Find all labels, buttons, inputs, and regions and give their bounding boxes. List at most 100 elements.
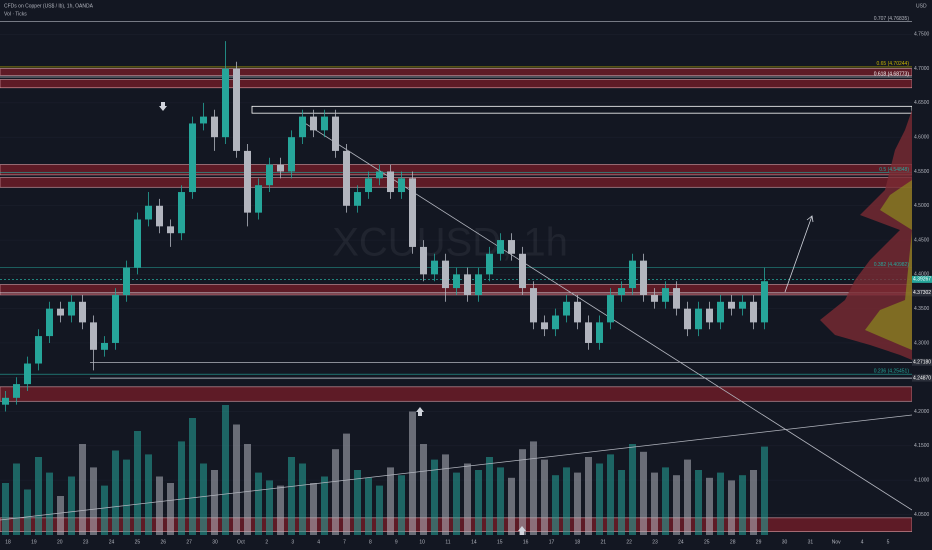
x-tick-label: Nov bbox=[832, 539, 841, 545]
volume-bar bbox=[695, 470, 702, 535]
volume-bar bbox=[167, 483, 174, 535]
candle-body bbox=[134, 219, 141, 268]
x-tick-label: 15 bbox=[497, 539, 503, 545]
candle-body bbox=[629, 260, 636, 289]
price-axis bbox=[912, 0, 932, 550]
fib-label: 0.382 (4.40982) bbox=[874, 262, 910, 268]
candle-body bbox=[618, 288, 625, 295]
y-tick-label: 4.1500 bbox=[914, 443, 930, 449]
volume-bar bbox=[673, 475, 680, 535]
x-tick-label: 10 bbox=[419, 539, 425, 545]
volume-bar bbox=[233, 424, 240, 535]
candle-body bbox=[35, 336, 42, 364]
volume-bar bbox=[156, 476, 163, 535]
volume-bar bbox=[79, 444, 86, 535]
projection-arrow bbox=[784, 215, 813, 293]
volume-bar bbox=[717, 472, 724, 535]
volume-bar bbox=[475, 470, 482, 535]
x-tick-label: 30 bbox=[212, 539, 218, 545]
candle-body bbox=[310, 116, 317, 131]
volume-bar bbox=[134, 431, 141, 535]
up-arrow bbox=[518, 526, 526, 535]
candle-body bbox=[453, 274, 460, 289]
candle-body bbox=[189, 123, 196, 193]
volume-bar bbox=[332, 449, 339, 535]
price-label-box bbox=[912, 374, 932, 382]
x-tick-label: 28 bbox=[730, 539, 736, 545]
x-tick-label: 9 bbox=[395, 539, 398, 545]
candle-body bbox=[761, 281, 768, 323]
volume-bar bbox=[684, 459, 691, 535]
volume-bar bbox=[761, 446, 768, 535]
candle-body bbox=[607, 294, 614, 323]
y-tick-label: 4.3500 bbox=[914, 306, 930, 312]
volume-bar bbox=[629, 444, 636, 535]
volume-bar bbox=[46, 472, 53, 535]
candle-body bbox=[2, 397, 9, 405]
candle-body bbox=[640, 260, 647, 295]
candle-body bbox=[68, 301, 75, 316]
volume-bar bbox=[288, 457, 295, 535]
currency: USD bbox=[916, 3, 927, 9]
y-tick-label: 4.7000 bbox=[914, 66, 930, 72]
candle-body bbox=[563, 301, 570, 316]
candle-body bbox=[112, 294, 119, 343]
volume-bar bbox=[57, 496, 64, 535]
candle-body bbox=[420, 246, 427, 275]
volume-bar bbox=[585, 457, 592, 535]
x-tick-label: 2 bbox=[265, 539, 268, 545]
x-tick-label: 14 bbox=[471, 539, 477, 545]
candle-body bbox=[497, 240, 504, 254]
volume-bar bbox=[255, 472, 262, 535]
volume-bar bbox=[464, 463, 471, 535]
volume-bar bbox=[442, 454, 449, 535]
zone bbox=[0, 68, 913, 76]
x-tick-label: 29 bbox=[756, 539, 762, 545]
candle-body bbox=[706, 308, 713, 323]
candle-body bbox=[486, 253, 493, 275]
volume-bar bbox=[211, 470, 218, 535]
fib-label: 0.618 (4.68773) bbox=[874, 71, 910, 77]
volume-bar bbox=[24, 489, 31, 535]
volume-bar bbox=[277, 485, 284, 535]
x-tick-label: 3 bbox=[291, 539, 294, 545]
volume-bar bbox=[420, 444, 427, 535]
candle-body bbox=[266, 164, 273, 186]
down-arrow bbox=[159, 102, 167, 111]
volume-bar bbox=[651, 472, 658, 535]
volume-bar bbox=[222, 405, 229, 535]
zone bbox=[0, 177, 913, 188]
candle-body bbox=[365, 178, 372, 193]
labels: 4.05004.10004.15004.20004.25004.30004.35… bbox=[5, 16, 932, 545]
candle-body bbox=[178, 192, 185, 234]
fib-label: 0.5 (4.54848) bbox=[879, 167, 909, 173]
volume-bar bbox=[376, 485, 383, 535]
candle-body bbox=[200, 116, 207, 124]
volume-bar bbox=[596, 463, 603, 535]
x-tick-label: Oct bbox=[237, 539, 245, 545]
fib-label: 0.236 (4.25451) bbox=[874, 368, 910, 374]
candle-body bbox=[255, 185, 262, 213]
candle-body bbox=[299, 116, 306, 138]
candle-body bbox=[519, 253, 526, 289]
x-tick-label: 17 bbox=[549, 539, 555, 545]
zone bbox=[0, 79, 913, 89]
x-tick-label: 22 bbox=[626, 539, 632, 545]
price-label: 4.27180 bbox=[913, 360, 931, 366]
price-label: 4.37302 bbox=[913, 290, 931, 296]
arrow-head bbox=[806, 215, 814, 223]
candle-body bbox=[90, 322, 97, 350]
x-tick-label: 19 bbox=[31, 539, 37, 545]
candle-body bbox=[343, 150, 350, 206]
volume-bar bbox=[387, 467, 394, 535]
candle-body bbox=[739, 301, 746, 309]
x-tick-label: 4 bbox=[861, 539, 864, 545]
x-tick-label: 20 bbox=[57, 539, 63, 545]
volume-bar bbox=[519, 449, 526, 535]
volume-bar bbox=[541, 459, 548, 535]
y-tick-label: 4.6500 bbox=[914, 100, 930, 106]
volume-bar bbox=[310, 483, 317, 535]
volume-bar bbox=[409, 411, 416, 535]
x-tick-label: 24 bbox=[109, 539, 115, 545]
y-tick-label: 4.5500 bbox=[914, 169, 930, 175]
